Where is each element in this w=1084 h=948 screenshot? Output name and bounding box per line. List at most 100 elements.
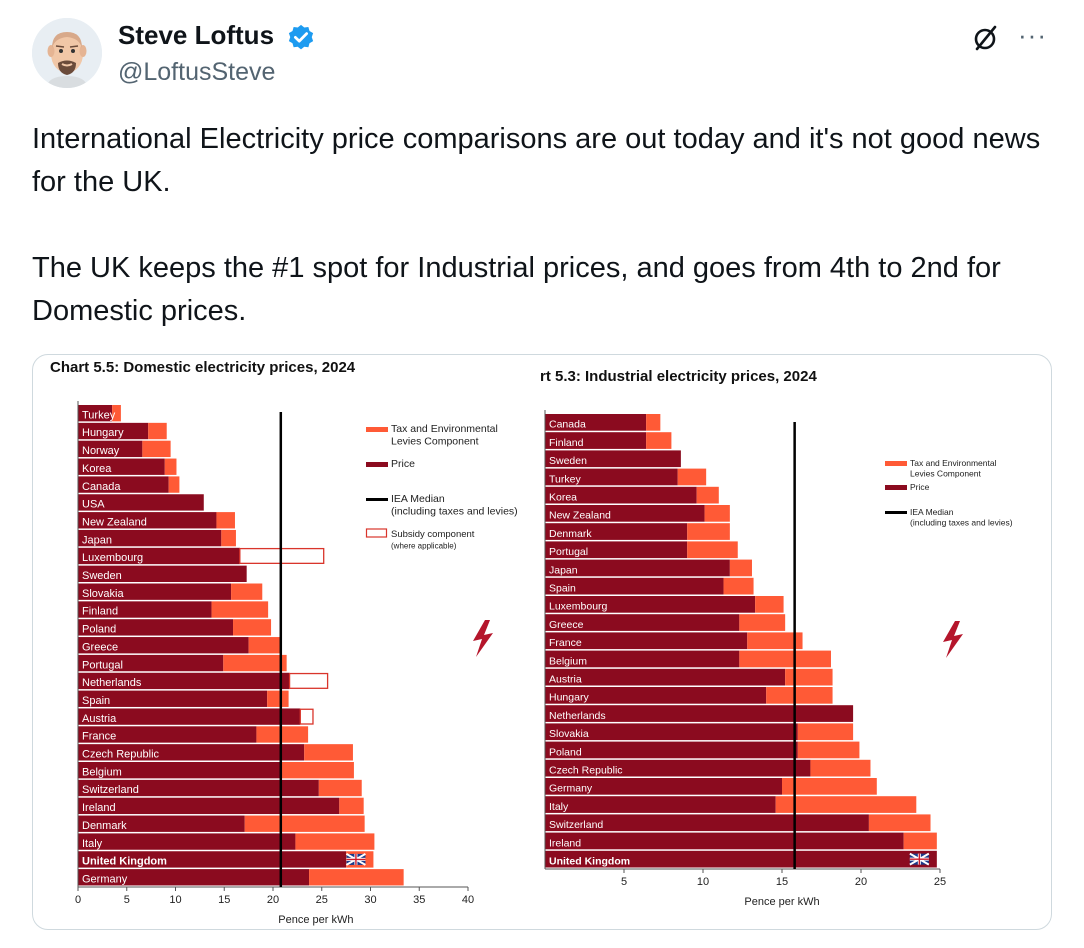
category-label: Greece	[549, 619, 584, 631]
category-label: Denmark	[549, 528, 592, 540]
bar-price	[545, 668, 786, 686]
legend-median: IEA Median(including taxes and levies)	[366, 493, 518, 518]
x-tick-label: 35	[413, 894, 425, 906]
bar-price	[545, 632, 748, 650]
lightning-icon	[473, 620, 493, 657]
bar-tax	[646, 432, 672, 449]
x-tick-label: 0	[75, 894, 81, 906]
uk-flag-cross-red	[346, 853, 366, 865]
author-name[interactable]: Steve Loftus	[118, 20, 275, 50]
bar-price	[78, 601, 212, 618]
category-label: Canada	[82, 481, 121, 493]
legend-label: IEA Median	[391, 493, 445, 505]
grok-icon[interactable]	[970, 22, 1002, 54]
category-label: United Kingdom	[549, 856, 630, 868]
bar-tax	[810, 759, 871, 777]
x-axis-label: Pence per kWh	[278, 914, 353, 926]
bar-price	[78, 422, 149, 440]
bar-price	[545, 778, 782, 795]
category-label: Denmark	[82, 820, 127, 832]
x-tick-label: 25	[934, 876, 946, 888]
legend-subsidy: Subsidy component (where applicable)	[365, 528, 475, 551]
bar-tax	[112, 405, 121, 422]
author-handle[interactable]: @LoftusSteve	[118, 58, 276, 86]
category-label: Netherlands	[82, 677, 142, 689]
bar-tax	[729, 559, 752, 577]
avatar-image	[32, 18, 102, 88]
bar-tax	[339, 797, 364, 815]
domestic-chart-title: Chart 5.5: Domestic electricity prices, …	[50, 359, 356, 376]
bar-tax	[142, 440, 171, 458]
bar-price	[545, 486, 697, 504]
x-tick-label: 10	[169, 894, 181, 906]
bar-price	[78, 869, 310, 886]
category-label: United Kingdom	[82, 856, 167, 868]
legend-swatch-subsidy	[365, 528, 388, 538]
tweet-text: International Electricity price comparis…	[32, 123, 1041, 327]
bar-tax	[739, 614, 786, 631]
bar-tax	[677, 468, 707, 486]
x-tick-label: 20	[855, 876, 867, 888]
tweet-media[interactable]: Chart 5.5: Domestic electricity prices, …	[32, 354, 1052, 930]
bar-price	[78, 565, 247, 582]
legend-swatch-price	[885, 485, 907, 490]
bar-price	[78, 654, 224, 672]
bar-price	[78, 851, 347, 868]
bar-price	[78, 547, 240, 565]
category-label: Belgium	[549, 655, 587, 667]
bar-tax	[755, 596, 784, 613]
category-label: New Zealand	[549, 510, 611, 522]
legend-swatch-median	[885, 511, 907, 514]
category-label: France	[549, 637, 582, 649]
bar-price	[78, 779, 319, 797]
category-label: Spain	[549, 583, 576, 595]
bar-price	[545, 414, 647, 431]
legend-swatch-median	[366, 498, 388, 501]
category-label: Slovakia	[82, 588, 124, 600]
bar-tax	[318, 779, 362, 797]
bar-tax	[216, 512, 235, 529]
lightning-icon	[943, 621, 963, 658]
bar-price	[545, 614, 740, 631]
uk-flag-cross-red	[909, 853, 929, 865]
category-label: Austria	[82, 713, 117, 725]
category-label: Czech Republic	[82, 749, 160, 761]
bar-price	[78, 476, 169, 493]
bar-tax	[164, 458, 177, 475]
bar-tax	[223, 654, 287, 672]
x-tick-label: 40	[462, 894, 474, 906]
bar-tax	[797, 723, 854, 741]
category-label: Japan	[549, 564, 578, 576]
x-tick-label: 20	[267, 894, 279, 906]
category-label: Luxembourg	[82, 552, 143, 564]
bar-price	[545, 505, 705, 522]
bar-tax	[766, 687, 833, 704]
bar-price	[545, 450, 681, 468]
x-tick-label: 5	[621, 876, 627, 888]
avatar[interactable]	[32, 18, 102, 88]
bar-tax	[233, 619, 272, 636]
category-label: Hungary	[82, 427, 124, 439]
category-label: Hungary	[549, 692, 589, 704]
bar-tax	[304, 744, 353, 761]
bar-tax	[248, 637, 282, 654]
x-tick-label: 15	[218, 894, 230, 906]
bar-price	[545, 523, 688, 540]
bar-price	[545, 596, 756, 613]
bar-tax	[244, 815, 365, 832]
category-label: Canada	[549, 419, 586, 431]
category-label: Turkey	[82, 409, 116, 421]
legend-swatch-price	[366, 462, 388, 467]
legend-label: Levies Component	[391, 436, 479, 448]
category-label: Germany	[549, 783, 593, 795]
legend-label: Price	[391, 458, 415, 470]
category-label: Japan	[82, 534, 112, 546]
bar-tax	[782, 778, 877, 795]
category-label: France	[82, 731, 116, 743]
more-options-icon[interactable]: ···	[1018, 20, 1047, 50]
category-label: Switzerland	[549, 819, 603, 831]
bar-tax	[646, 414, 661, 431]
bar-price	[78, 797, 340, 815]
bar-price	[78, 512, 217, 529]
